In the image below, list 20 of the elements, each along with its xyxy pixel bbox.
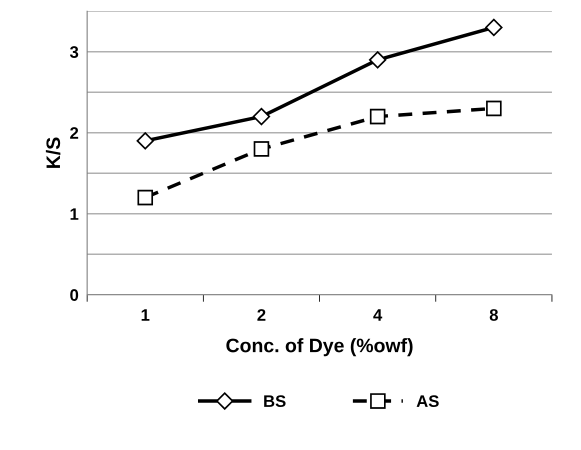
legend-label: BS (264, 395, 286, 408)
point (136, 132, 154, 150)
x-tick-label: 8 (490, 309, 498, 321)
x-tick-label: 1 (142, 309, 150, 321)
y-tick-label: 3 (70, 46, 78, 58)
y-tick-label: 2 (70, 127, 78, 139)
point (368, 51, 386, 69)
point (486, 100, 502, 116)
legend-label: AS (416, 395, 439, 408)
point (252, 108, 270, 126)
y-tick-label: 0 (70, 289, 78, 301)
point (485, 18, 503, 36)
x-tick-label: 4 (373, 309, 382, 321)
point (137, 190, 154, 206)
point (254, 141, 270, 157)
y-axis-title: K/S (46, 138, 60, 168)
point (370, 108, 386, 124)
y-tick-label: 1 (70, 208, 78, 220)
x-tick-label: 2 (257, 309, 266, 321)
x-axis-title: Conc. of Dye (%owf) (226, 338, 413, 356)
